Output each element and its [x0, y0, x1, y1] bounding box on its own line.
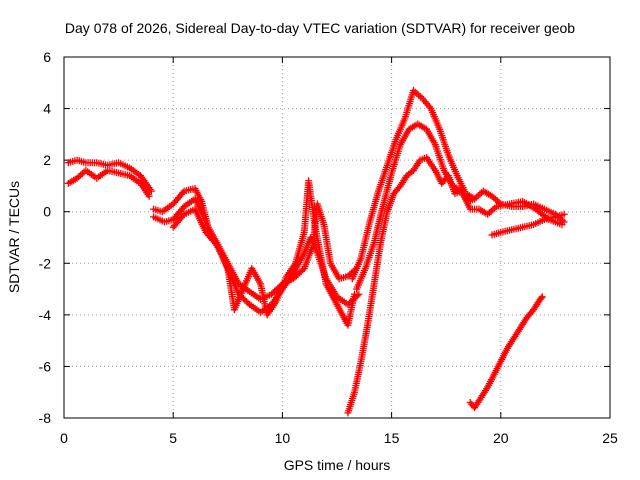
series-9 — [466, 293, 546, 412]
series-8 — [488, 210, 568, 239]
data-point — [350, 290, 358, 298]
data-point — [537, 294, 545, 302]
y-tick-label: -8 — [39, 410, 52, 426]
y-tick-label: 0 — [43, 204, 51, 220]
x-tick-label: 15 — [384, 430, 400, 446]
y-axis-label: SDTVAR / TECUs — [6, 181, 22, 293]
series-4 — [169, 177, 358, 329]
data-point — [179, 189, 187, 197]
data-point — [212, 240, 220, 248]
series-7 — [344, 154, 479, 417]
chart-title: Day 078 of 2026, Sidereal Day-to-day VTE… — [65, 20, 575, 36]
y-tick-label: 4 — [43, 101, 51, 117]
grid-lines — [64, 57, 610, 418]
y-tick-label: 6 — [43, 49, 51, 65]
tick-labels: 0 5 10 15 20 25 -8 -6 -4 -2 0 2 4 6 — [39, 49, 618, 446]
data-point — [299, 266, 307, 274]
x-tick-label: 5 — [169, 430, 177, 446]
x-tick-label: 25 — [602, 430, 618, 446]
y-tick-label: -2 — [39, 255, 52, 271]
data-point — [147, 187, 155, 195]
x-tick-label: 0 — [60, 430, 68, 446]
y-tick-label: -6 — [39, 358, 52, 374]
y-tick-label: -4 — [39, 307, 52, 323]
data-point — [558, 221, 566, 229]
data-point — [560, 210, 568, 218]
data-point — [145, 192, 153, 200]
x-tick-label: 20 — [493, 430, 509, 446]
x-tick-label: 10 — [275, 430, 291, 446]
data-point — [471, 195, 479, 203]
y-tick-label: 2 — [43, 152, 51, 168]
data-points — [64, 87, 568, 417]
x-axis-label: GPS time / hours — [284, 457, 391, 473]
data-point — [179, 212, 187, 220]
data-point — [538, 293, 546, 301]
plot-frame — [63, 56, 611, 419]
series-1 — [64, 166, 153, 200]
series-0 — [64, 156, 155, 195]
